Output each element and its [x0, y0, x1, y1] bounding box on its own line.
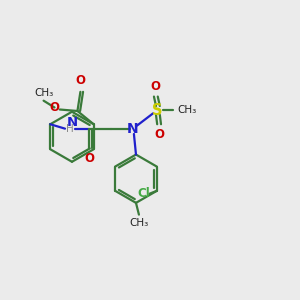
- Text: O: O: [75, 74, 85, 87]
- Text: S: S: [152, 103, 163, 118]
- Text: O: O: [150, 80, 160, 93]
- Text: CH₃: CH₃: [129, 218, 148, 228]
- Text: O: O: [155, 128, 165, 141]
- Text: O: O: [50, 101, 59, 114]
- Text: N: N: [127, 122, 138, 136]
- Text: Cl: Cl: [137, 187, 150, 200]
- Text: N: N: [67, 116, 78, 129]
- Text: O: O: [84, 152, 94, 165]
- Text: CH₃: CH₃: [178, 105, 197, 116]
- Text: CH₃: CH₃: [34, 88, 53, 98]
- Text: H: H: [67, 124, 74, 134]
